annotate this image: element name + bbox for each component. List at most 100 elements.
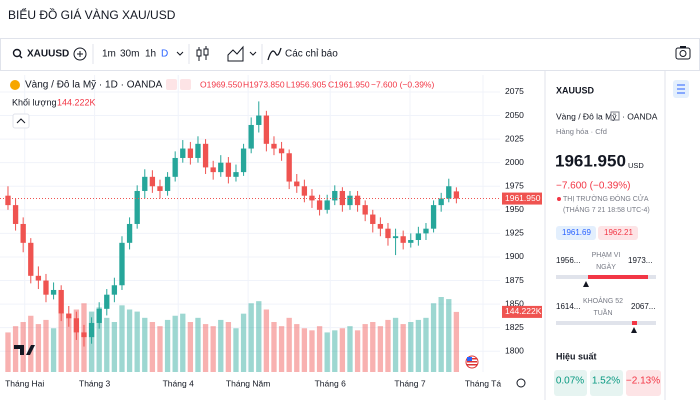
volume-bar bbox=[180, 313, 186, 372]
candle-body bbox=[347, 195, 353, 206]
volume-bar bbox=[446, 299, 452, 372]
candle-body bbox=[400, 236, 406, 243]
current-volume-label: 144.222K bbox=[505, 306, 542, 316]
performance-box bbox=[554, 370, 587, 396]
week52-low: 1614... bbox=[556, 302, 580, 311]
candle-body bbox=[50, 289, 57, 295]
y-tick-label: 1850 bbox=[505, 298, 524, 308]
chart-type-dropdown[interactable] bbox=[249, 51, 257, 56]
candle-body bbox=[263, 115, 270, 144]
volume-bar bbox=[278, 326, 285, 372]
volume-bar bbox=[400, 324, 406, 372]
candle-body bbox=[149, 176, 156, 187]
day-range-fill bbox=[588, 275, 648, 279]
volume-bar bbox=[5, 332, 11, 372]
sidebar-exchange: · OANDA bbox=[622, 111, 658, 121]
y-tick-label: 1825 bbox=[505, 322, 524, 332]
volume-bar bbox=[134, 311, 140, 372]
volume-bar bbox=[256, 301, 262, 372]
indicators-icon[interactable] bbox=[267, 47, 282, 61]
candle-body bbox=[119, 242, 125, 286]
candle-body bbox=[377, 223, 384, 229]
interval-button[interactable]: 1h bbox=[145, 49, 156, 60]
candle-body bbox=[12, 205, 19, 224]
candle-body bbox=[438, 198, 444, 206]
candle-body bbox=[195, 143, 201, 158]
tradingview-logo bbox=[14, 345, 35, 355]
currency-flag bbox=[465, 355, 479, 369]
toolbar bbox=[0, 38, 700, 71]
candle-body bbox=[225, 162, 232, 177]
symbol-logo bbox=[10, 80, 20, 90]
candle-body bbox=[354, 195, 361, 206]
compare-button[interactable] bbox=[73, 47, 87, 61]
settings-button[interactable] bbox=[516, 378, 526, 388]
volume-bar bbox=[58, 313, 64, 372]
candle-body bbox=[446, 186, 452, 199]
volume-bar bbox=[195, 317, 201, 372]
volume-bar bbox=[339, 328, 346, 372]
legend-instrument: Vàng / Đô la Mỹ · 1D · OANDA bbox=[25, 80, 163, 91]
volume-bar bbox=[218, 319, 224, 372]
volume-bar bbox=[324, 332, 330, 372]
x-tick-label: Tháng 7 bbox=[394, 378, 425, 388]
sidebar-symbol: XAUUSD bbox=[556, 85, 595, 95]
candle-body bbox=[88, 322, 95, 338]
snapshot-button[interactable] bbox=[675, 46, 691, 60]
sidebar-price: 1961.950 bbox=[555, 151, 626, 170]
area-chart-button[interactable] bbox=[227, 45, 244, 62]
performance-value: −2.13% bbox=[626, 376, 660, 387]
sidebar-category: Hàng hóa · Cfd bbox=[556, 127, 607, 136]
sidebar-change: −7.600 (−0.39%) bbox=[556, 181, 631, 192]
current-volume-tag bbox=[502, 305, 542, 318]
volume-bar bbox=[438, 297, 444, 372]
candle-body bbox=[104, 294, 110, 309]
candle-body bbox=[370, 214, 376, 224]
volume-bar bbox=[377, 326, 384, 372]
candle-body bbox=[324, 200, 330, 210]
candle-body bbox=[126, 223, 133, 243]
volume-bar bbox=[28, 315, 34, 372]
volume-bar bbox=[50, 328, 57, 372]
candle-body bbox=[392, 236, 399, 239]
interval-button[interactable]: D bbox=[161, 49, 168, 60]
external-link-icon[interactable] bbox=[610, 111, 620, 121]
volume-bar bbox=[73, 309, 80, 372]
volume-bar bbox=[126, 309, 133, 372]
y-tick-label: 1975 bbox=[505, 181, 524, 191]
volume-bar bbox=[225, 322, 232, 372]
volume-bar bbox=[347, 326, 353, 372]
candle-body bbox=[240, 148, 247, 173]
legend-icon[interactable] bbox=[166, 79, 177, 90]
volume-bar bbox=[248, 303, 254, 372]
volume-bar bbox=[210, 326, 216, 372]
performance-title: Hiệu suất bbox=[556, 351, 597, 361]
y-tick-label: 1925 bbox=[505, 228, 524, 238]
candle-body bbox=[180, 148, 186, 158]
performance-value: 0.07% bbox=[556, 376, 584, 387]
current-price-label: 1961.950 bbox=[505, 193, 541, 203]
chart-type-button[interactable] bbox=[196, 46, 209, 61]
day-range-label: PHẠM VI bbox=[592, 252, 621, 259]
interval-dropdown[interactable] bbox=[176, 51, 184, 56]
x-tick-label: Tháng 4 bbox=[163, 378, 194, 388]
symbol-button[interactable]: XAUUSD bbox=[27, 49, 69, 60]
volume-bar bbox=[354, 330, 361, 372]
candle-body bbox=[332, 190, 338, 201]
watchlist-button[interactable] bbox=[673, 80, 689, 98]
interval-button[interactable]: 1m bbox=[102, 49, 116, 60]
x-tick-label: Tháng Tá bbox=[465, 378, 502, 388]
y-tick-label: 1900 bbox=[505, 251, 524, 261]
market-timestamp: (THÁNG 7 21 18:58 UTC-4) bbox=[563, 205, 650, 214]
legend-icon[interactable] bbox=[180, 79, 191, 90]
y-tick-label: 2075 bbox=[505, 86, 524, 96]
interval-button[interactable]: 30m bbox=[120, 49, 139, 60]
y-tick-label: 2050 bbox=[505, 110, 524, 120]
candle-body bbox=[430, 205, 437, 229]
performance-box bbox=[590, 370, 623, 396]
indicators-button[interactable]: Các chỉ báo bbox=[285, 48, 338, 60]
search-icon[interactable] bbox=[12, 48, 23, 59]
candle-body bbox=[164, 176, 171, 191]
collapse-legend-button[interactable] bbox=[12, 113, 30, 129]
volume-bar bbox=[43, 319, 49, 372]
